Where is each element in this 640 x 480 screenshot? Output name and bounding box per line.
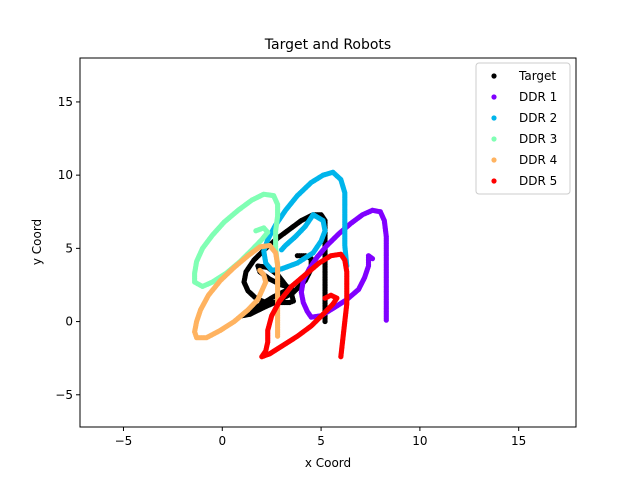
y-tick-label: −5 — [55, 388, 73, 402]
legend-marker — [491, 178, 497, 184]
legend-entries: Target DDR 1 DDR 2 DDR 3 DDR 4 DDR 5 — [491, 69, 557, 188]
plot-area — [79, 57, 577, 428]
data-point — [278, 247, 285, 253]
x-tick-label: −5 — [115, 434, 133, 448]
data-point — [294, 253, 300, 259]
data-point — [257, 267, 263, 273]
legend-marker — [491, 73, 497, 79]
legend-label: DDR 1 — [519, 90, 557, 104]
legend-box — [475, 62, 571, 195]
legend-marker — [491, 115, 497, 121]
legend-marker — [491, 94, 497, 100]
legend-label: DDR 2 — [519, 111, 557, 125]
x-axis-ticks: −5 0 5 10 15 — [115, 427, 526, 448]
series-ddr-2 — [261, 169, 350, 273]
legend: Target DDR 1 DDR 2 DDR 3 DDR 4 DDR 5 — [475, 62, 571, 195]
legend-label: DDR 3 — [519, 132, 557, 146]
legend-label: DDR 4 — [519, 153, 557, 167]
data-point — [322, 295, 328, 301]
plot-frame — [79, 57, 577, 428]
data-point — [253, 228, 259, 234]
legend-label: DDR 5 — [519, 174, 557, 188]
series-layer — [192, 169, 389, 360]
chart-title: Target and Robots — [264, 37, 391, 53]
legend-marker — [491, 136, 497, 142]
x-tick-label: 0 — [218, 434, 226, 448]
data-point — [369, 256, 376, 262]
x-tick-label: 15 — [511, 434, 526, 448]
x-tick-label: 10 — [412, 434, 427, 448]
x-axis-label: x Coord — [305, 456, 351, 470]
x-tick-label: 5 — [317, 434, 325, 448]
legend-marker — [491, 157, 497, 163]
y-axis-ticks: −5 0 5 10 15 — [55, 95, 80, 402]
series-ddr-5 — [259, 251, 350, 360]
y-tick-label: 15 — [58, 95, 73, 109]
y-axis-label: y Coord — [30, 219, 44, 265]
y-tick-label: 10 — [58, 168, 73, 182]
y-tick-label: 0 — [65, 315, 73, 329]
legend-label: Target — [518, 69, 556, 83]
y-tick-label: 5 — [65, 241, 73, 255]
